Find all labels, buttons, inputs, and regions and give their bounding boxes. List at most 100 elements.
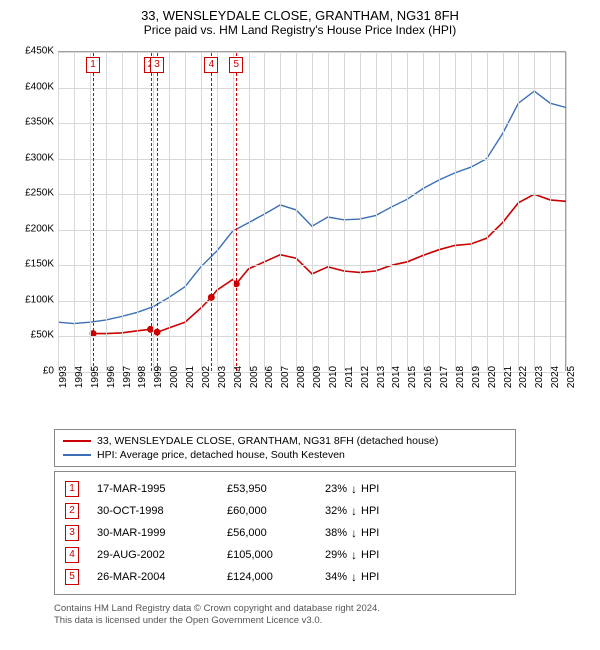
- chart-title: 33, WENSLEYDALE CLOSE, GRANTHAM, NG31 8F…: [10, 8, 590, 23]
- arrow-down-icon: ↓: [351, 482, 357, 496]
- event-date: 30-MAR-1999: [97, 527, 209, 539]
- x-tick-label: 2014: [391, 366, 402, 388]
- marker-vline: [93, 53, 94, 371]
- event-pct: 23% ↓ HPI: [325, 482, 379, 496]
- event-pct: 38% ↓ HPI: [325, 526, 379, 540]
- marker-vline: [211, 53, 212, 371]
- x-tick-label: 2000: [169, 366, 180, 388]
- x-tick-label: 2010: [328, 366, 339, 388]
- event-date: 29-AUG-2002: [97, 549, 209, 561]
- event-pct: 32% ↓ HPI: [325, 504, 379, 518]
- event-price: £105,000: [227, 549, 307, 561]
- x-tick-label: 2004: [233, 366, 244, 388]
- x-tick-label: 2011: [344, 366, 355, 388]
- chart-container: 33, WENSLEYDALE CLOSE, GRANTHAM, NG31 8F…: [0, 0, 600, 650]
- legend-item-hpi: HPI: Average price, detached house, Sout…: [63, 448, 507, 462]
- event-price: £53,950: [227, 483, 307, 495]
- event-price: £124,000: [227, 571, 307, 583]
- x-tick-label: 2013: [376, 366, 387, 388]
- chart-area: £0 £50K £100K £150K £200K £250K £300K £350K £400…: [20, 43, 580, 423]
- x-tick-label: 2023: [534, 366, 545, 388]
- event-num: 5: [65, 569, 79, 585]
- event-num: 3: [65, 525, 79, 541]
- event-pct: 34% ↓ HPI: [325, 570, 379, 584]
- footer-line2: This data is licensed under the Open Gov…: [54, 615, 590, 627]
- x-tick-label: 2017: [439, 366, 450, 388]
- events-table: 1 17-MAR-1995 £53,950 23% ↓ HPI 2 30-OCT-1998…: [54, 471, 516, 595]
- x-tick-label: 2005: [249, 366, 260, 388]
- x-tick-label: 2008: [296, 366, 307, 388]
- y-tick-label: £350K: [25, 117, 54, 128]
- x-tick-label: 1997: [122, 366, 133, 388]
- x-tick-label: 2009: [312, 366, 323, 388]
- event-date: 17-MAR-1995: [97, 483, 209, 495]
- legend-label-property: 33, WENSLEYDALE CLOSE, GRANTHAM, NG31 8F…: [97, 435, 438, 447]
- legend-swatch-hpi: [63, 454, 91, 456]
- x-tick-label: 2007: [280, 366, 291, 388]
- x-tick-label: 2025: [566, 366, 577, 388]
- event-num: 2: [65, 503, 79, 519]
- footer-line1: Contains HM Land Registry data © Crown c…: [54, 603, 590, 615]
- marker-box-5: 5: [229, 57, 243, 73]
- y-tick-label: £300K: [25, 152, 54, 163]
- y-tick-label: £0: [43, 366, 54, 377]
- event-num: 1: [65, 481, 79, 497]
- y-axis: £0£50K£100K£150K£200K£250K£300K£350K£400…: [20, 51, 58, 371]
- x-tick-label: 2016: [423, 366, 434, 388]
- x-tick-label: 1999: [153, 366, 164, 388]
- marker-box-1: 1: [86, 57, 100, 73]
- event-row: 4 29-AUG-2002 £105,000 29% ↓ HPI: [65, 544, 505, 566]
- marker-vline: [151, 53, 152, 371]
- x-tick-label: 1995: [90, 366, 101, 388]
- x-tick-label: 1993: [58, 366, 69, 388]
- x-tick-label: 2003: [217, 366, 228, 388]
- event-num: 4: [65, 547, 79, 563]
- chart-subtitle: Price paid vs. HM Land Registry's House …: [10, 23, 590, 37]
- event-date: 30-OCT-1998: [97, 505, 209, 517]
- series-property: [93, 194, 566, 333]
- x-tick-label: 2006: [264, 366, 275, 388]
- x-tick-label: 2019: [471, 366, 482, 388]
- event-row: 3 30-MAR-1999 £56,000 38% ↓ HPI: [65, 522, 505, 544]
- event-price: £56,000: [227, 527, 307, 539]
- y-tick-label: £150K: [25, 259, 54, 270]
- arrow-down-icon: ↓: [351, 548, 357, 562]
- x-tick-label: 1998: [137, 366, 148, 388]
- marker-box-3: 3: [150, 57, 164, 73]
- legend-swatch-property: [63, 440, 91, 442]
- event-row: 1 17-MAR-1995 £53,950 23% ↓ HPI: [65, 478, 505, 500]
- y-tick-label: £450K: [25, 46, 54, 57]
- x-tick-label: 2018: [455, 366, 466, 388]
- event-date: 26-MAR-2004: [97, 571, 209, 583]
- x-tick-label: 1994: [74, 366, 85, 388]
- x-tick-label: 2024: [550, 366, 561, 388]
- event-row: 5 26-MAR-2004 £124,000 34% ↓ HPI: [65, 566, 505, 588]
- y-tick-label: £200K: [25, 223, 54, 234]
- x-tick-label: 2020: [487, 366, 498, 388]
- event-row: 2 30-OCT-1998 £60,000 32% ↓ HPI: [65, 500, 505, 522]
- x-tick-label: 2015: [407, 366, 418, 388]
- event-pct: 29% ↓ HPI: [325, 548, 379, 562]
- y-tick-label: £250K: [25, 188, 54, 199]
- arrow-down-icon: ↓: [351, 526, 357, 540]
- event-price: £60,000: [227, 505, 307, 517]
- x-axis: 1993199419951996199719981999200020012002…: [58, 371, 566, 423]
- y-tick-label: £400K: [25, 81, 54, 92]
- arrow-down-icon: ↓: [351, 570, 357, 584]
- x-tick-label: 1996: [106, 366, 117, 388]
- x-tick-label: 2012: [360, 366, 371, 388]
- plot-area: [58, 51, 566, 371]
- marker-vline: [157, 53, 158, 371]
- footer: Contains HM Land Registry data © Crown c…: [54, 603, 590, 627]
- marker-vline: [236, 53, 237, 371]
- marker-box-4: 4: [204, 57, 218, 73]
- x-tick-label: 2001: [185, 366, 196, 388]
- legend-item-property: 33, WENSLEYDALE CLOSE, GRANTHAM, NG31 8F…: [63, 434, 507, 448]
- y-tick-label: £50K: [31, 330, 54, 341]
- x-tick-label: 2022: [518, 366, 529, 388]
- arrow-down-icon: ↓: [351, 504, 357, 518]
- legend-label-hpi: HPI: Average price, detached house, Sout…: [97, 449, 345, 461]
- x-tick-label: 2002: [201, 366, 212, 388]
- x-tick-label: 2021: [503, 366, 514, 388]
- y-tick-label: £100K: [25, 294, 54, 305]
